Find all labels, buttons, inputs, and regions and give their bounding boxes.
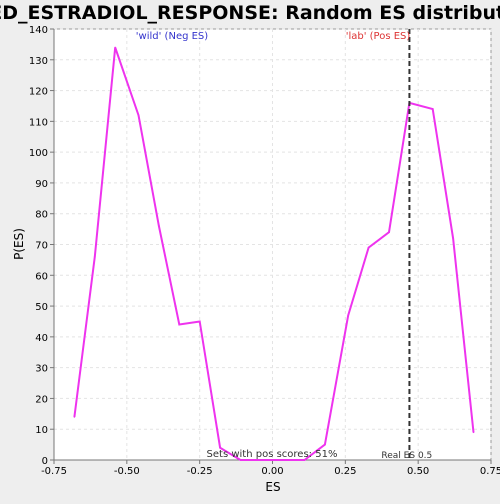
- y-tick-label: 110: [29, 117, 48, 128]
- x-tick-label: 0.50: [407, 466, 429, 477]
- data-point: [303, 459, 306, 461]
- y-tick-label: 120: [29, 87, 48, 98]
- y-tick-label: 30: [35, 364, 48, 375]
- data-point: [388, 231, 390, 233]
- x-tick-label: 0.00: [261, 466, 283, 477]
- data-point: [472, 431, 475, 434]
- x-axis-label: ES: [265, 480, 280, 494]
- y-tick-label: 0: [42, 456, 48, 467]
- data-point: [178, 323, 181, 326]
- data-point: [137, 114, 140, 116]
- real-es-label: Real ES 0.5: [381, 451, 432, 461]
- y-axis-label: P(ES): [12, 228, 26, 260]
- y-tick-label: 140: [29, 25, 48, 36]
- x-tick-label: 0.25: [334, 466, 356, 477]
- data-point: [324, 443, 326, 446]
- chart-title: SYED_ESTRADIOL_RESPONSE: Random ES distr…: [0, 2, 500, 24]
- y-tick-label: 70: [35, 241, 48, 252]
- y-tick-label: 130: [29, 56, 48, 67]
- data-point: [73, 416, 76, 418]
- y-tick-label: 90: [35, 179, 48, 190]
- pos-es-label: 'lab' (Pos ES): [346, 31, 411, 42]
- axes: 0 10 20 30 40 50 60 70 80 90 100 110 120 130 140 -0.75 -…: [29, 25, 500, 477]
- y-tick-label: 80: [35, 210, 48, 221]
- data-point: [93, 256, 96, 258]
- es-distribution-line: [73, 47, 475, 461]
- data-point: [114, 46, 116, 49]
- data-point: [158, 225, 160, 227]
- data-point: [239, 459, 242, 461]
- series-layer: Real ES 0.5: [73, 29, 475, 461]
- annotations: 'wild' (Neg ES) 'lab' (Pos ES) Sets with…: [136, 31, 411, 460]
- y-tick-label: 40: [35, 333, 48, 344]
- data-point: [347, 314, 350, 317]
- x-tick-label: 0.75: [480, 466, 500, 477]
- y-tick-label: 100: [29, 148, 48, 159]
- data-point: [198, 320, 201, 323]
- pos-scores-label: Sets with pos scores: 51%: [207, 449, 338, 460]
- data-point: [431, 108, 434, 110]
- y-tick-label: 50: [35, 302, 48, 313]
- x-tick-label: -0.75: [41, 466, 67, 477]
- data-point: [452, 237, 454, 240]
- data-point: [367, 246, 370, 249]
- x-tick-label: -0.25: [187, 466, 213, 477]
- y-tick-label: 60: [35, 271, 48, 282]
- neg-es-label: 'wild' (Neg ES): [136, 31, 208, 42]
- y-tick-label: 10: [35, 425, 48, 436]
- x-tick-label: -0.50: [114, 466, 140, 477]
- data-point: [219, 446, 221, 449]
- y-tick-label: 20: [35, 394, 48, 405]
